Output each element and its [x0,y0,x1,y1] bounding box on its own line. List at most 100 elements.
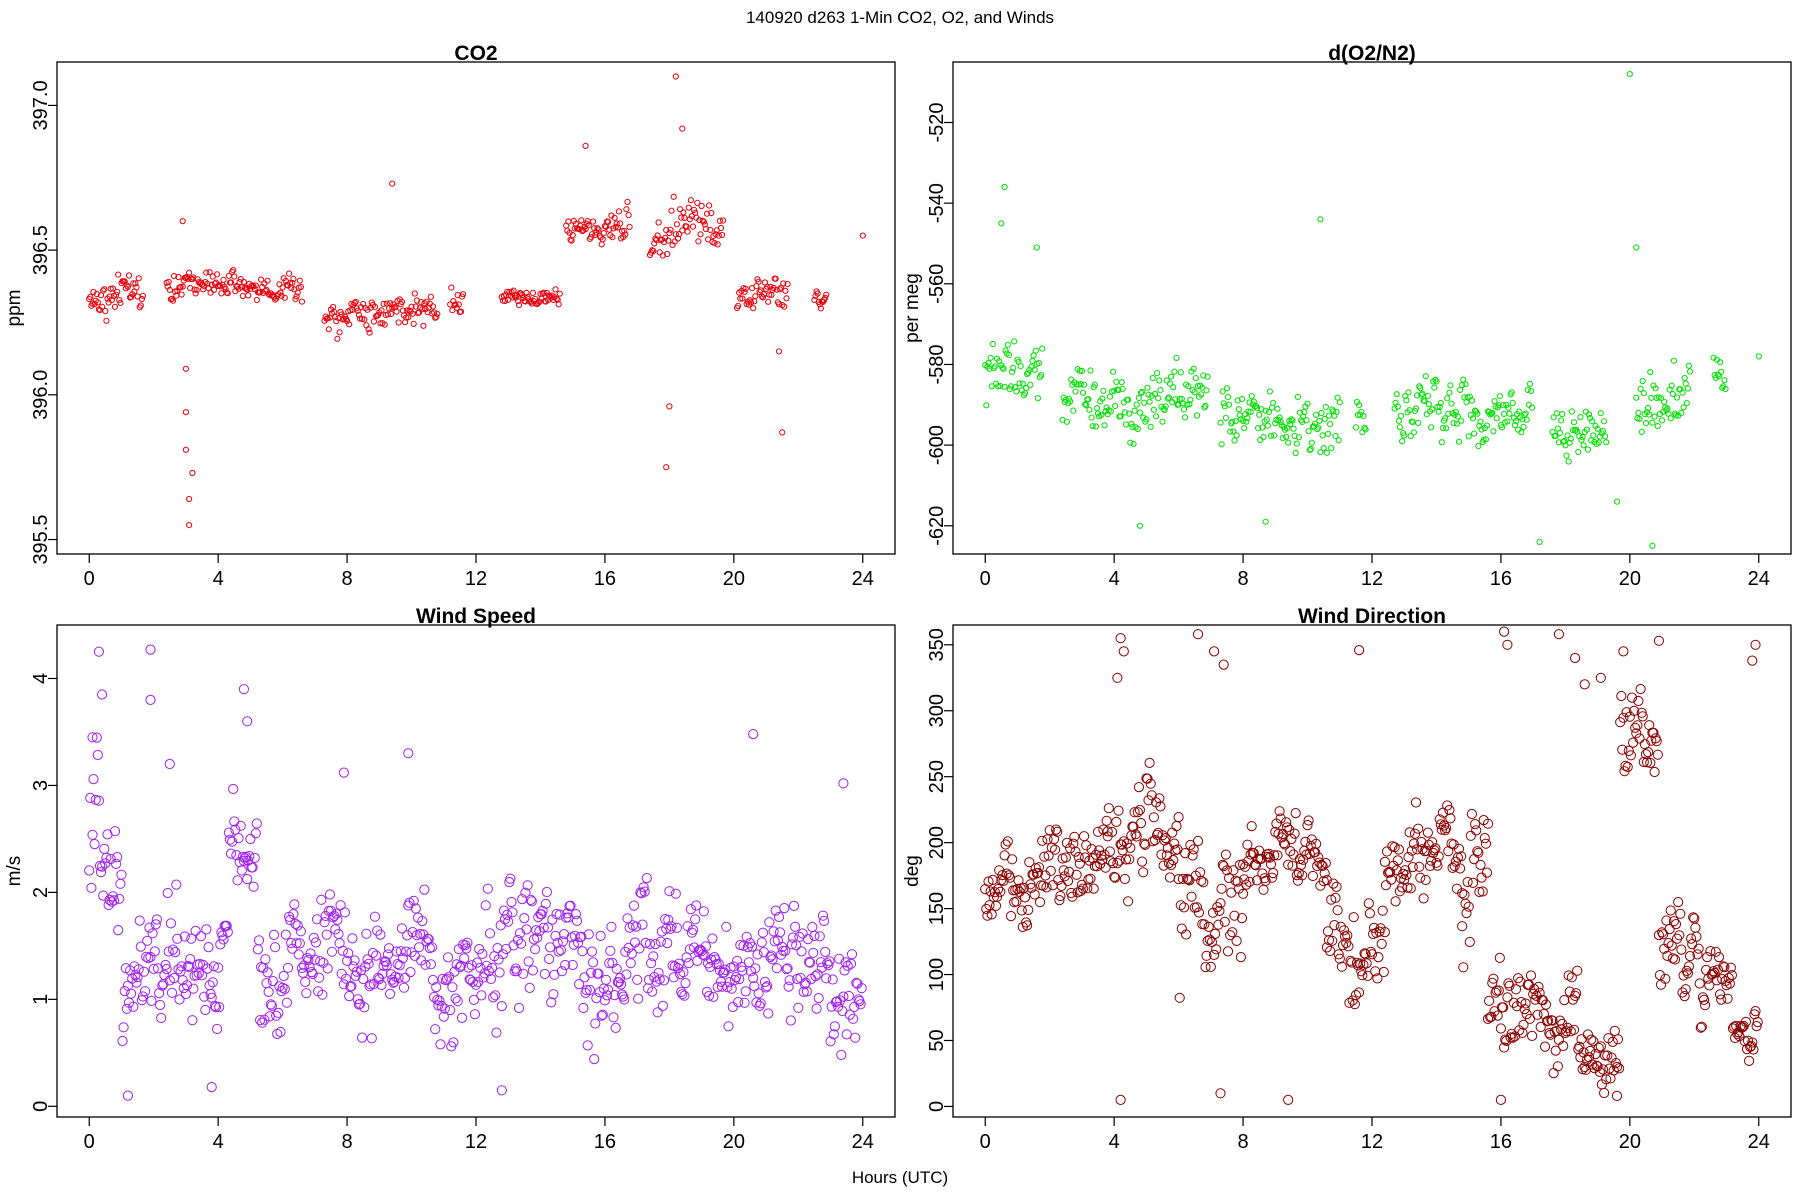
wind-direction-point [982,910,993,921]
wind-direction-point [1654,970,1666,981]
o2n2-panel: d(O2/N2) per meg 0 4 8 12 16 20 24-620-600-580… [902,42,1792,590]
wind-direction-point [1563,970,1574,981]
wind-direction-point [1210,928,1221,940]
wind-direction-point [1116,839,1127,850]
wind-direction-point [1712,964,1724,975]
wind-direction-point [1201,950,1212,961]
wind-direction-ytick-label: 350 [926,628,948,661]
o2n2-point [1306,447,1313,454]
o2n2-point [1451,411,1458,418]
wind-speed-point [87,732,98,743]
co2-point [100,287,107,294]
wind-direction-point [1235,952,1247,963]
wind-speed-point [101,852,112,863]
wind-speed-point [527,965,539,976]
wind-direction-point [1652,749,1663,760]
wind-speed-point [476,990,487,1001]
wind-speed-point [603,984,614,995]
wind-direction-point [1403,852,1414,863]
wind-direction-point [1653,635,1665,646]
wind-speed-point [633,993,644,1004]
o2n2-point [1669,390,1676,398]
wind-direction-point [1670,919,1682,930]
co2-point [186,269,193,276]
o2n2-point [1321,415,1328,422]
wind-direction-point [1510,984,1522,995]
wind-speed-point [358,973,369,985]
wind-speed-point [112,852,123,863]
wind-direction-point [1381,846,1393,857]
o2n2-point [1300,413,1307,420]
wind-speed-point [523,956,534,967]
wind-speed-xtick-label: 24 [852,1131,874,1153]
wind-speed-point [485,973,497,985]
wind-direction-point [1488,973,1499,984]
co2-point [289,279,296,287]
wind-speed-point [391,946,402,957]
o2n2-point [998,220,1005,227]
wind-speed-point [301,988,312,999]
wind-direction-point [998,875,1009,886]
co2-point [90,288,97,296]
wind-speed-point [589,1054,600,1065]
wind-direction-point [1393,844,1405,855]
wind-speed-point [768,926,779,937]
wind-speed-point [590,1018,601,1029]
wind-direction-point [1159,835,1170,846]
o2n2-point [1654,423,1661,430]
wind-speed-point [393,972,404,984]
o2n2-point [1454,413,1462,420]
o2n2-point [1710,354,1717,361]
wind-direction-point [1243,855,1254,866]
wind-speed-point [641,873,652,884]
wind-direction-point [1402,882,1413,893]
wind-speed-point [160,959,171,971]
wind-speed-point [766,950,777,961]
co2-point [325,326,332,333]
co2-point [691,206,698,213]
wind-direction-point [1188,844,1199,855]
co2-ytick-label: 396.5 [30,225,52,275]
wind-direction-point [1611,1061,1623,1073]
wind-speed-point [511,966,522,977]
wind-speed-point [92,749,103,761]
o2n2-point [1500,402,1507,409]
o2n2-point [1661,398,1668,405]
o2n2-point [1312,420,1319,427]
wind-direction-point [1618,646,1629,657]
wind-direction-point [1192,629,1204,640]
wind-speed-point [756,937,767,948]
wind-direction-point [1077,883,1089,894]
wind-direction-point [1302,820,1313,831]
co2-point [455,301,462,308]
wind-direction-point [1708,966,1719,977]
co2-point [650,247,657,255]
o2n2-point [1131,407,1138,414]
wind-direction-point [1588,1036,1599,1047]
o2n2-point [1522,410,1529,417]
co2-point [703,210,711,217]
wind-direction-point [1204,934,1215,945]
o2n2-point [1002,347,1009,354]
o2n2-point [1077,381,1084,388]
wind-speed-point [606,921,617,932]
o2n2-point [1303,417,1310,424]
wind-speed-point [221,920,232,932]
o2n2-point [1477,418,1484,425]
wind-direction-point [1032,867,1044,879]
wind-direction-point [1054,895,1065,906]
co2-point [365,326,372,333]
wind-speed-point [834,953,845,964]
co2-point [822,294,829,301]
o2n2-point [1428,424,1435,431]
wind-speed-point [259,1014,270,1025]
wind-direction-point [1354,645,1365,656]
wind-direction-point [1401,869,1412,881]
wind-direction-point [1470,819,1481,830]
o2n2-point [1447,382,1454,389]
wind-direction-point [1667,953,1678,964]
wind-speed-point [151,914,162,925]
wind-speed-point [343,948,354,959]
wind-speed-point [99,843,110,855]
wind-direction-point [1669,954,1681,965]
